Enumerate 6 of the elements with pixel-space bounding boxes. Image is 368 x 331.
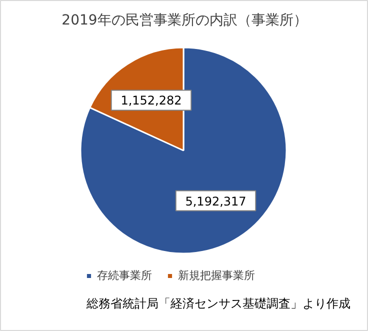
data-label: 1,152,282 <box>120 94 182 108</box>
legend-label: 新規把握事業所 <box>178 268 255 283</box>
text: 総務省統計局「経済センサス基礎調査」より作成 <box>86 296 350 310</box>
data-label: 5,192,317 <box>185 194 246 208</box>
legend-label: 存続事業所 <box>97 268 152 283</box>
chart-title: 2019年の民営事業所の内訳（事業所） <box>62 12 308 28</box>
